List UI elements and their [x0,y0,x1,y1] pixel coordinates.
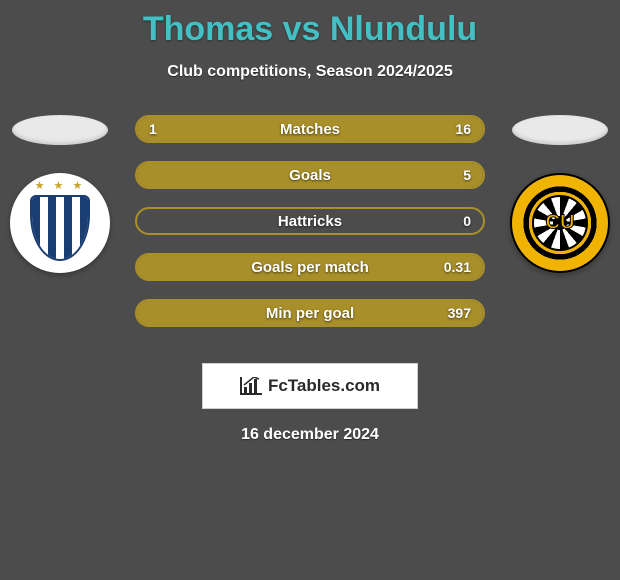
stats-bars: 1 16 Matches 5 Goals 0 Hattricks 0.31 Goals per … [135,115,485,345]
stat-label: Goals [289,167,331,184]
right-player-name-placeholder [512,115,608,145]
right-player-crest: CU [510,173,610,273]
stat-bar: 1 16 Matches [135,115,485,143]
left-player-column: ★ ★ ★ [0,115,120,283]
stat-value-right: 5 [463,167,471,183]
date-text: 16 december 2024 [0,426,620,444]
stat-value-right: 0.31 [444,259,471,275]
stat-label: Matches [280,121,340,138]
stat-label: Hattricks [278,213,342,230]
stat-bar: 397 Min per goal [135,299,485,327]
left-player-name-placeholder [12,115,108,145]
left-player-crest: ★ ★ ★ [10,173,110,273]
subtitle: Club competitions, Season 2024/2025 [0,63,620,81]
stat-value-left: 1 [149,121,157,137]
right-player-column: CU [500,115,620,283]
brand-text: FcTables.com [268,376,380,396]
stat-bar: 0.31 Goals per match [135,253,485,281]
page-title: Thomas vs Nlundulu [0,0,620,49]
stat-value-right: 397 [448,305,471,321]
stat-value-right: 0 [463,213,471,229]
stat-label: Goals per match [251,259,369,276]
stat-bar: 5 Goals [135,161,485,189]
stat-value-right: 16 [455,121,471,137]
stat-bar: 0 Hattricks [135,207,485,235]
brand-logo-box: FcTables.com [202,363,418,409]
stat-label: Min per goal [266,305,354,322]
chart-icon [240,377,262,395]
